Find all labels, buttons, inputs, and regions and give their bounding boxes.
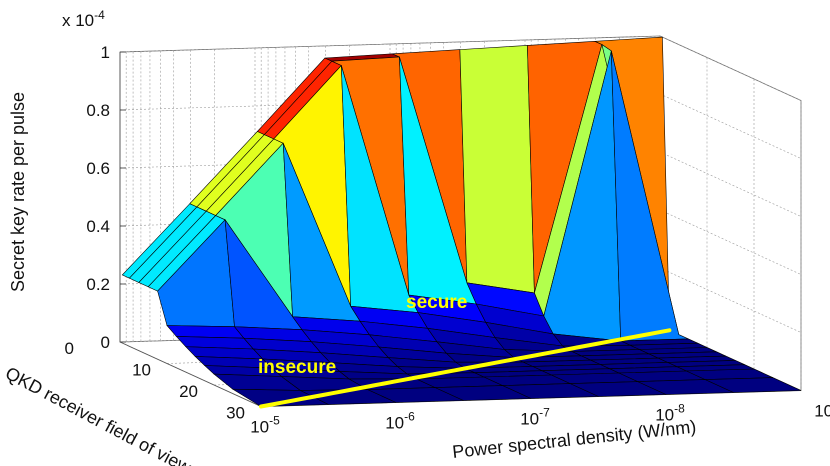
y-axis-label: QKD receiver field of view (°)	[2, 363, 216, 466]
x-tick-label: 10-6	[385, 410, 415, 433]
y-tick-label: 30	[226, 404, 245, 423]
z-tick-label: 1	[101, 43, 110, 62]
surface-patch	[459, 45, 535, 294]
z-tick-label: 0.6	[86, 159, 110, 178]
z-tick-label: 0	[101, 333, 110, 352]
y-tick-label: 0	[65, 339, 74, 358]
x-tick-label: 10-8	[655, 402, 685, 425]
boundary-line	[259, 328, 672, 409]
x-tick-label: 10-5	[250, 414, 280, 437]
z-tick-label: 0.8	[86, 101, 110, 120]
y-tick-label: 20	[179, 382, 198, 401]
annotation-secure: secure	[406, 292, 467, 313]
z-multiplier: x 10-4	[62, 8, 105, 30]
x-tick-label: 10-7	[520, 406, 550, 429]
overlay-layer	[259, 328, 672, 409]
z-tick-label: 0.4	[86, 217, 110, 236]
z-axis-label: Secret key rate per pulse	[8, 92, 28, 292]
z-tick-label: 0.2	[86, 275, 110, 294]
annotation-insecure: insecure	[258, 357, 336, 378]
x-tick-label: 10-9	[814, 398, 830, 421]
x-axis-label: Power spectral density (W/nm)	[451, 416, 697, 462]
y-tick-label: 10	[132, 361, 151, 380]
surface-patch	[705, 377, 802, 393]
